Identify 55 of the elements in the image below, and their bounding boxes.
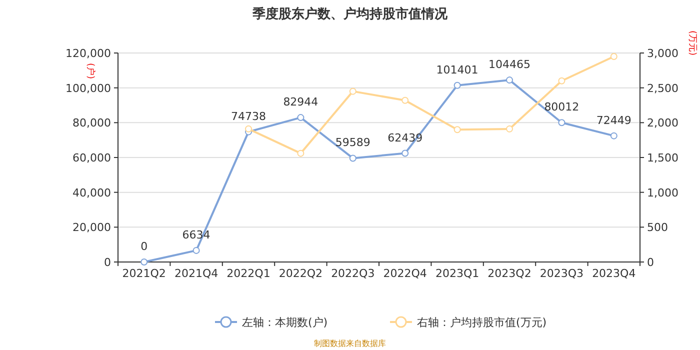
data-label: 82944 [283,96,318,109]
point [349,154,356,162]
point [192,246,200,254]
y-tick-label: 80,000 [72,116,111,130]
y-tick-label: 120,000 [66,47,111,60]
x-tick-label: 2021Q2 [122,267,166,280]
y2-axis-title: (万元) [687,30,698,56]
point [349,88,356,95]
point [454,126,461,134]
point [245,125,252,132]
y2-tick-label: 3,000 [647,47,678,60]
point [140,258,148,266]
y-tick-label: 20,000 [72,221,111,234]
x-tick-label: 2023Q1 [435,267,480,280]
data-label: 74738 [231,110,266,123]
y-axis-title: (户) [85,62,96,80]
legend-label: 左轴：本期数(户) [242,316,328,329]
point [558,77,566,84]
data-label: 72449 [596,114,632,127]
y2-tick-label: 500 [647,221,668,234]
point [506,76,513,84]
x-tick-label: 2023Q3 [540,267,584,280]
data-label: 59589 [335,136,370,150]
point [297,114,304,122]
point [454,82,461,89]
y-tick-label: 40,000 [72,186,111,200]
y2-tick-label: 2,000 [647,116,678,130]
chart-title: 季度股东户数、户均持股市值情况 [252,6,448,22]
data-label: 104465 [488,58,530,72]
point [558,119,566,126]
y-tick-label: 0 [104,256,111,269]
x-tick-label: 2022Q3 [331,267,375,280]
data-label: 80012 [544,100,580,114]
legend-label: 右轴：户均持股市值(万元) [417,316,547,329]
x-tick-label: 2022Q2 [278,267,323,280]
point [402,96,409,104]
y-tick-label: 60,000 [72,152,111,164]
y2-tick-label: 1,000 [647,186,678,200]
x-tick-label: 2022Q4 [383,267,427,280]
y2-tick-label: 0 [647,256,654,269]
point [297,150,304,157]
x-tick-label: 2023Q4 [592,267,636,280]
point [610,132,618,140]
y2-tick-label: 2,500 [647,82,678,95]
x-tick-label: 2022Q1 [226,267,270,280]
data-label: 0 [140,240,148,253]
point [610,52,618,60]
point [402,150,409,157]
point [506,125,513,132]
data-label: 101401 [436,63,478,76]
x-tick-label: 2021Q4 [174,267,218,280]
text: 制图数据来自数据库 [314,339,386,348]
y-tick-label: 100,000 [66,82,111,95]
x-tick-label: 2023Q2 [488,267,532,280]
y2-tick-label: 1,500 [647,152,678,164]
